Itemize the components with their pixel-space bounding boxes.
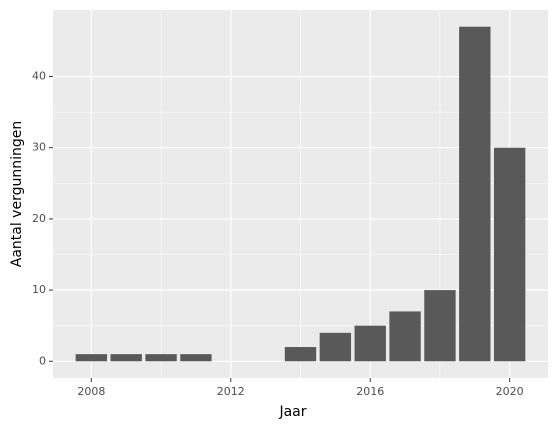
x-tick-label: 2012	[217, 385, 245, 398]
y-tick-label: 30	[32, 141, 46, 154]
y-axis-title: Aantal vergunningen	[9, 121, 25, 268]
x-tick-label: 2008	[77, 385, 105, 398]
bar	[145, 354, 177, 362]
y-tick-label: 20	[32, 212, 46, 225]
bar	[389, 311, 421, 362]
bar	[354, 325, 386, 362]
bar	[180, 354, 212, 362]
x-tick-label: 2016	[356, 385, 384, 398]
y-tick-label: 0	[39, 354, 46, 367]
x-axis-title: Jaar	[278, 404, 306, 420]
bar	[493, 147, 526, 362]
bar	[284, 347, 317, 362]
y-tick-label: 10	[32, 283, 46, 296]
bar	[424, 290, 456, 362]
bar	[459, 26, 491, 362]
bar	[75, 354, 108, 362]
x-tick-label: 2020	[496, 385, 524, 398]
bar	[319, 332, 352, 362]
bar	[110, 354, 142, 362]
y-tick-label: 40	[32, 70, 46, 83]
